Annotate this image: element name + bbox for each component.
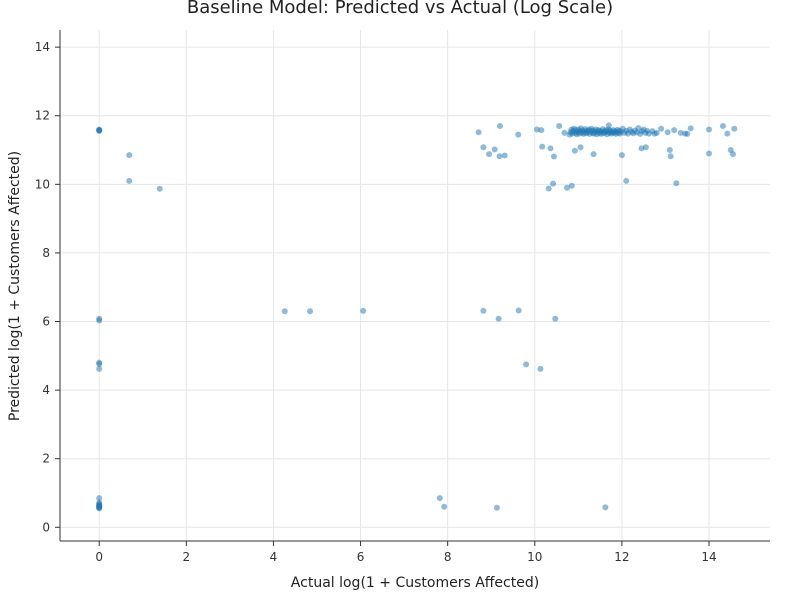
x-tick-label: 12 bbox=[614, 550, 629, 564]
scatter-point bbox=[724, 130, 731, 137]
scatter-point bbox=[623, 177, 630, 184]
x-tick-label: 10 bbox=[527, 550, 542, 564]
x-tick-label: 14 bbox=[701, 550, 716, 564]
scatter-point bbox=[360, 307, 367, 314]
scatter-point bbox=[96, 361, 103, 368]
scatter-point bbox=[538, 127, 545, 134]
ticks-layer: 0 2 4 6 8 10 12 14 0 2 4 6 8 10 12 14 bbox=[35, 40, 717, 564]
scatter-point bbox=[96, 317, 103, 324]
scatter-point bbox=[547, 145, 554, 152]
scatter-point bbox=[96, 127, 103, 134]
scatter-point bbox=[684, 130, 691, 137]
y-tick-label: 4 bbox=[42, 383, 50, 397]
y-tick-label: 12 bbox=[35, 109, 50, 123]
x-tick-label: 2 bbox=[182, 550, 190, 564]
scatter-point bbox=[480, 144, 487, 151]
scatter-point bbox=[605, 122, 612, 129]
scatter-point bbox=[577, 144, 584, 151]
scatter-point bbox=[706, 150, 713, 157]
x-tick-label: 8 bbox=[444, 550, 452, 564]
scatter-point bbox=[658, 125, 665, 132]
scatter-point bbox=[480, 307, 487, 314]
y-tick-label: 8 bbox=[42, 246, 50, 260]
scatter-point bbox=[729, 151, 736, 158]
scatter-point bbox=[706, 126, 713, 133]
scatter-point bbox=[687, 125, 694, 132]
scatter-point bbox=[602, 504, 609, 511]
scatter-point bbox=[515, 131, 522, 138]
y-tick-label: 0 bbox=[42, 520, 50, 534]
scatter-point bbox=[96, 495, 103, 502]
scatter-point bbox=[561, 129, 568, 136]
scatter-point bbox=[568, 182, 575, 189]
scatter-point bbox=[537, 365, 544, 372]
scatter-point bbox=[618, 152, 625, 159]
scatter-point bbox=[493, 504, 500, 511]
scatter-point bbox=[515, 307, 522, 314]
scatter-point bbox=[651, 130, 658, 137]
x-axis-label: Actual log(1 + Customers Affected) bbox=[291, 575, 539, 591]
scatter-point bbox=[486, 151, 493, 158]
scatter-point bbox=[436, 495, 443, 502]
scatter-point bbox=[552, 315, 559, 322]
scatter-point bbox=[495, 315, 502, 322]
scatter-point bbox=[731, 125, 738, 132]
points-layer bbox=[96, 122, 738, 512]
x-tick-label: 4 bbox=[270, 550, 278, 564]
scatter-point bbox=[496, 153, 503, 160]
y-axis-label: Predicted log(1 + Customers Affected) bbox=[7, 151, 23, 421]
scatter-point bbox=[545, 185, 552, 192]
scatter-point bbox=[664, 129, 671, 136]
chart-title: Baseline Model: Predicted vs Actual (Log… bbox=[186, 0, 614, 18]
scatter-point bbox=[539, 143, 546, 150]
x-tick-label: 6 bbox=[357, 550, 365, 564]
scatter-point bbox=[671, 127, 678, 134]
axes-layer bbox=[59, 30, 770, 542]
y-tick-label: 10 bbox=[35, 177, 50, 191]
scatter-point bbox=[156, 185, 163, 192]
scatter-point bbox=[590, 151, 597, 158]
scatter-point bbox=[667, 153, 674, 160]
scatter-point bbox=[501, 152, 508, 159]
scatter-point bbox=[642, 144, 649, 151]
scatter-point bbox=[550, 153, 557, 160]
scatter-point bbox=[550, 180, 557, 187]
scatter-point bbox=[673, 180, 680, 187]
scatter-point bbox=[496, 123, 503, 130]
y-tick-label: 2 bbox=[42, 452, 50, 466]
grid-layer bbox=[60, 30, 770, 541]
x-tick-label: 0 bbox=[95, 550, 103, 564]
scatter-point bbox=[96, 365, 103, 372]
y-tick-label: 6 bbox=[42, 315, 50, 329]
scatter-point bbox=[441, 503, 448, 510]
scatter-point bbox=[523, 361, 530, 368]
scatter-point bbox=[126, 177, 133, 184]
scatter-point bbox=[491, 146, 498, 153]
scatter-point bbox=[96, 500, 103, 507]
scatter-point bbox=[719, 123, 726, 130]
scatter-point bbox=[126, 152, 133, 159]
scatter-point bbox=[571, 147, 578, 154]
scatter-point bbox=[556, 123, 563, 130]
scatter-point bbox=[307, 308, 314, 315]
scatter-point bbox=[666, 147, 673, 154]
scatter-point bbox=[564, 184, 571, 191]
scatter-point bbox=[281, 308, 288, 315]
y-tick-label: 14 bbox=[35, 40, 50, 54]
scatter-point bbox=[475, 129, 482, 136]
